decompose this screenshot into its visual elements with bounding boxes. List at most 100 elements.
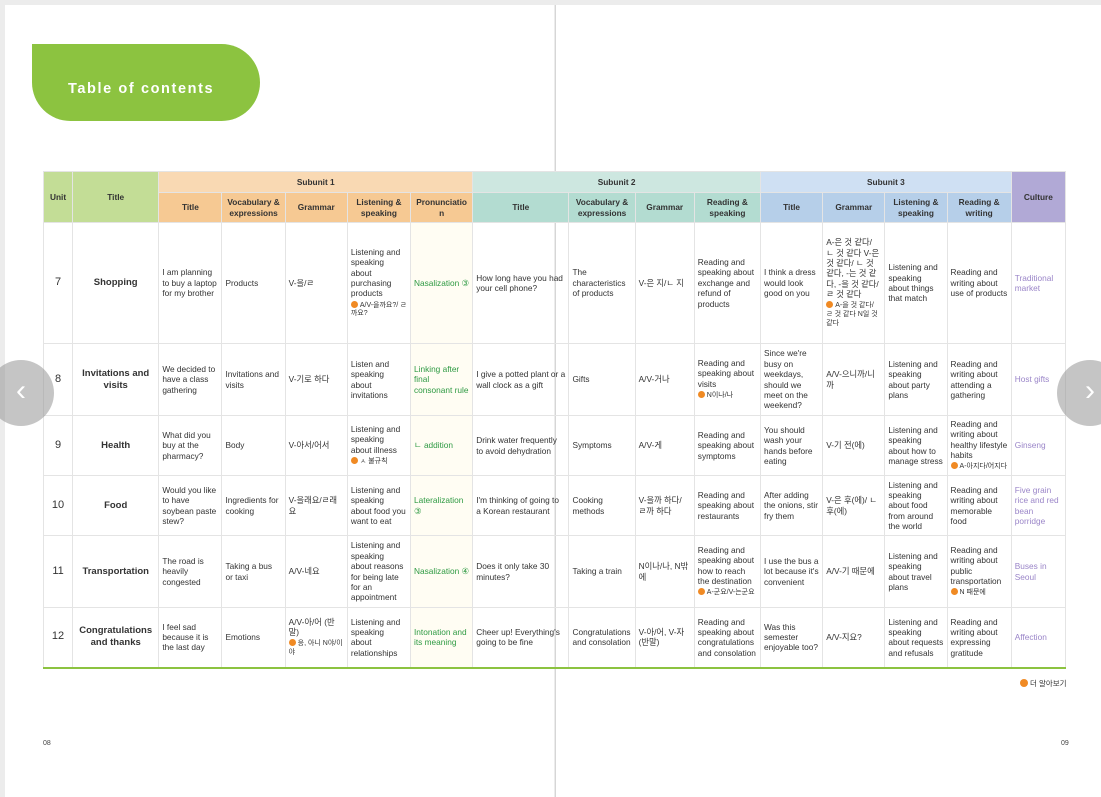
cell-s3-reading: Reading and writing about public transpo… (946, 535, 1012, 608)
cell-text: Traditional market (1014, 272, 1054, 293)
header-s3-listening: Listening & speaking (884, 192, 948, 223)
table-row: 10 Food Would you like to have soybean pas… (42, 475, 1067, 536)
cell-s2-grammar: V-아/어, V-자(반말) (634, 607, 695, 669)
cell-s2-reading: Reading and speaking about restaurants (693, 475, 762, 536)
cell-text: 9 (54, 438, 62, 451)
cell-text: Ingredients for cooking (225, 495, 279, 516)
cell-title: Transportation (72, 535, 160, 608)
cell-text: Listen and speaking about invitations (350, 358, 390, 400)
cell-s3-title: I think a dress would look good on you (760, 222, 824, 344)
cell-title: Invitations and visits (72, 343, 160, 416)
cell-text: Listening and speaking about purchasing … (350, 246, 401, 299)
cell-culture: Five grain rice and red bean porridge (1010, 475, 1067, 536)
cell-text: Drink water frequently to avoid dehydrat… (476, 435, 557, 456)
cell-text: Reading and writing about memorable food (950, 484, 998, 526)
cell-text: Host gifts (1014, 374, 1050, 385)
cell-text: 12 (51, 630, 65, 643)
cell-text: Invitations and visits (225, 369, 279, 390)
cell-text: V-아서/어서 (288, 440, 330, 451)
toc-title: Table of contents (68, 81, 215, 97)
header-unit: Unit (42, 171, 74, 223)
cell-s2-title: I'm thinking of going to a Korean restau… (472, 475, 570, 536)
cell-s2-vocab: The characteristics of products (568, 222, 636, 344)
cell-s1-pronunciation: ㄴ addition (409, 415, 474, 476)
cell-s1-listening: Listening and speaking about relationshi… (346, 607, 412, 669)
header-s1-listening: Listening & speaking (346, 192, 412, 223)
cell-text: Buses in Seoul (1014, 561, 1047, 582)
header-s1-pronunciation: Pronunciation (409, 192, 474, 223)
cell-s3-listening: Listening and speaking about things that… (884, 222, 948, 344)
chevron-left-icon: ‹ (16, 374, 26, 407)
cell-text: Emotions (225, 632, 261, 643)
cell-s1-title: What did you buy at the pharmacy? (158, 415, 223, 476)
table-row: 7 Shopping I am planning to buy a laptop f… (42, 222, 1067, 344)
cell-text: Taking a bus or taxi (225, 561, 273, 582)
cell-s1-grammar: V-을래요/ㄹ래요 (284, 475, 348, 536)
cell-s1-title: I am planning to buy a laptop for my bro… (158, 222, 223, 344)
chevron-right-icon: › (1085, 374, 1095, 407)
header-s2-vocab: Vocabulary & expressions (568, 192, 636, 223)
cell-text: Reading and speaking about exchange and … (697, 257, 755, 309)
cell-text: I'm thinking of going to a Korean restau… (476, 495, 559, 516)
header-s3-grammar: Grammar (822, 192, 886, 223)
cell-s3-title: I use the bus a lot because it's conveni… (760, 535, 824, 608)
cell-s1-title: The road is heavily congested (158, 535, 223, 608)
cell-text: What did you buy at the pharmacy? (162, 429, 211, 461)
cell-s2-reading: Reading and speaking about congratulatio… (693, 607, 762, 669)
cell-text: Listening and speaking about how to mana… (888, 424, 943, 466)
cell-s2-grammar: A/V-거나 (634, 343, 695, 416)
cell-s1-pronunciation: Lateralization ③ (409, 475, 474, 536)
grammar-note: A-군요/V-는군요 (697, 588, 757, 598)
cell-text: A/V-네요 (288, 566, 320, 577)
cell-s2-reading: Reading and speaking about visits N이나/나 (693, 343, 762, 416)
grammar-note-text: A-군요/V-는군요 (706, 589, 755, 597)
cell-text: I think a dress would look good on you (764, 267, 816, 299)
cell-text: Listening and speaking about illness (350, 424, 401, 455)
prev-page-button[interactable]: ‹ (0, 360, 54, 426)
cell-culture: Affection (1010, 607, 1067, 669)
cell-text: Gifts (572, 374, 590, 385)
cell-s1-vocab: Emotions (221, 607, 286, 669)
cell-s1-vocab: Ingredients for cooking (221, 475, 286, 536)
cell-text: ㄴ addition (414, 440, 454, 451)
cell-text: I use the bus a lot because it's conveni… (764, 555, 819, 587)
cell-text: A/V-으니까/니까 (826, 369, 875, 390)
grammar-note-text: N이나/나 (706, 392, 734, 400)
cell-s3-grammar: A/V-지요? (822, 607, 886, 669)
cell-text: You should wash your hands before eating (764, 424, 813, 466)
cell-s3-grammar: V-은 후(에)/ ㄴ 후(에) (822, 475, 886, 536)
cell-s3-reading: Reading and writing about expressing gra… (946, 607, 1012, 669)
grammar-note: A-아지다/어지다 (950, 462, 1008, 472)
page-number-right: 09 (1061, 740, 1069, 747)
cell-culture: Buses in Seoul (1010, 535, 1067, 608)
cell-s1-vocab: Products (221, 222, 286, 344)
cell-unit: 10 (42, 475, 74, 536)
cell-s3-reading: Reading and writing about attending a ga… (946, 343, 1012, 416)
cell-text: V-을까 하다/ ㄹ까 하다 (638, 495, 682, 516)
cell-text: Shopping (93, 277, 138, 289)
cell-s2-vocab: Cooking methods (568, 475, 636, 536)
cell-text: Reading and speaking about restaurants (697, 489, 755, 521)
cell-text: A/V-지요? (826, 632, 862, 643)
grammar-note-text: ㅅ 불규칙 (359, 458, 388, 466)
grammar-note: A-을 것 같다/ ㄹ 것 같다 N일 것 같다 (826, 301, 881, 328)
cell-unit: 11 (42, 535, 74, 608)
cell-text: Congratulations and thanks (79, 625, 153, 649)
cell-s1-grammar: V-을/ㄹ (284, 222, 348, 344)
toc-title-banner: Table of contents (32, 44, 260, 121)
grammar-note-text: A/V-을까요?/ ㄹ까요? (350, 301, 407, 318)
cell-s3-title: Since we're busy on weekdays, should we … (760, 343, 824, 416)
cell-s2-reading: Reading and speaking about symptoms (693, 415, 762, 476)
cell-text: V-아/어, V-자(반말) (638, 626, 685, 648)
cell-text: Reading and writing about expressing gra… (950, 616, 998, 658)
cell-s2-reading: Reading and speaking about how to reach … (693, 535, 762, 608)
cell-s2-title: I give a potted plant or a wall clock as… (472, 343, 570, 416)
grammar-note-text: N 때문에 (959, 589, 986, 597)
cell-text: V-기로 하다 (288, 374, 330, 385)
cell-text: Body (225, 440, 245, 451)
more-info-icon (288, 639, 296, 647)
cell-text: Health (101, 439, 131, 451)
cell-s3-grammar: V-기 전(에) (822, 415, 886, 476)
cell-s1-grammar: V-아서/어서 (284, 415, 348, 476)
cell-text: V-은 후(에)/ ㄴ 후(에) (826, 495, 878, 516)
